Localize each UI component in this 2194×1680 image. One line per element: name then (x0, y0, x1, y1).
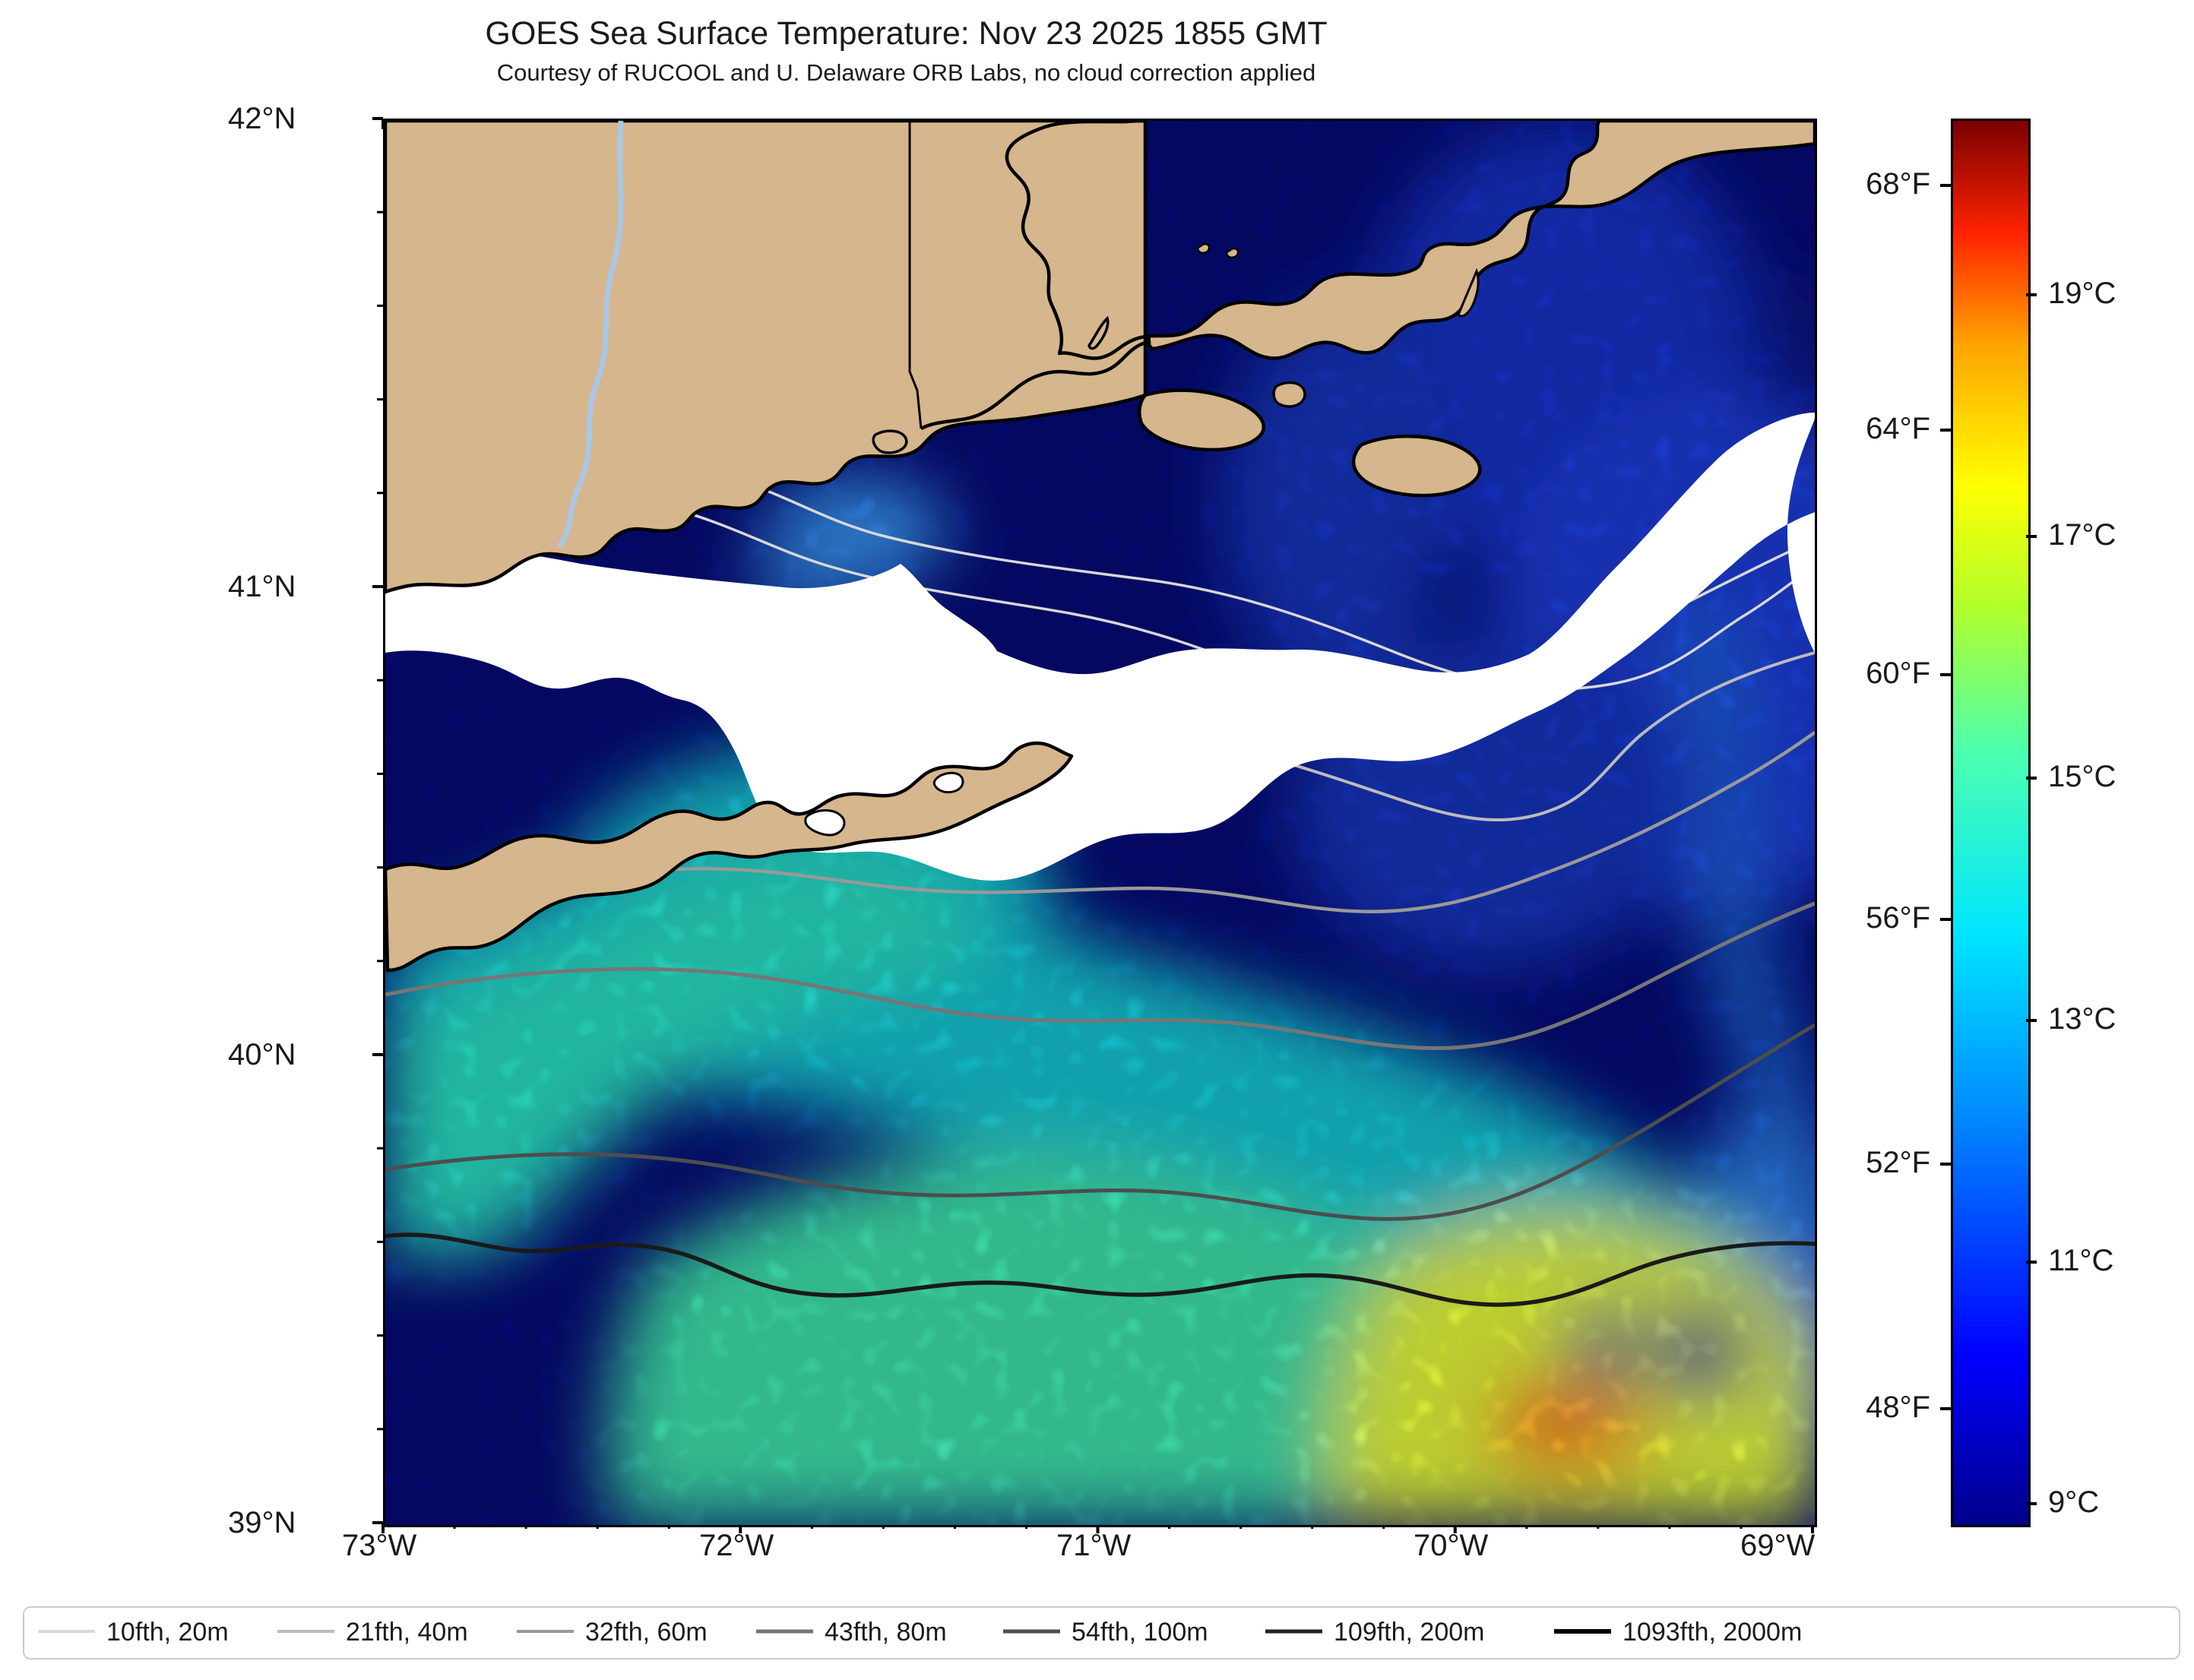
svg-text:32fth, 60m: 32fth, 60m (585, 1618, 708, 1647)
svg-text:54fth, 100m: 54fth, 100m (1072, 1618, 1208, 1647)
svg-text:10fth, 20m: 10fth, 20m (106, 1618, 229, 1647)
svg-text:1093fth, 2000m: 1093fth, 2000m (1623, 1618, 1802, 1647)
svg-text:109fth, 200m: 109fth, 200m (1334, 1618, 1484, 1647)
svg-text:43fth, 80m: 43fth, 80m (825, 1618, 947, 1647)
svg-text:21fth, 40m: 21fth, 40m (346, 1618, 468, 1647)
